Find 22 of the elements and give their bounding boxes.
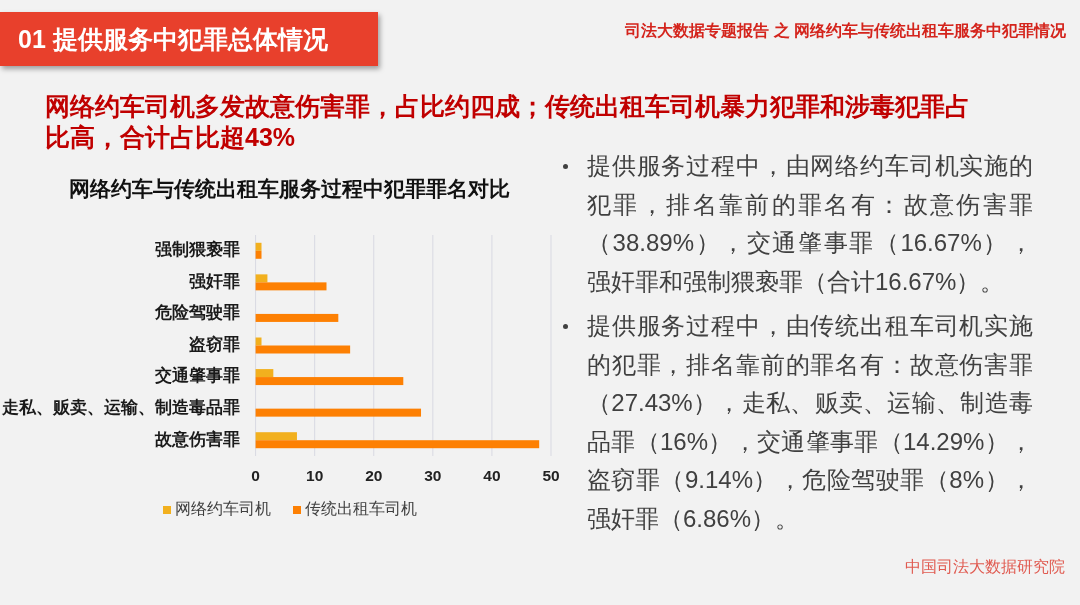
annotation: 网络约车司机多发故意伤害罪，占比约四成；传统出租车司机暴力犯罪和涉毒犯罪占比高，合计占比超43% [45,91,971,153]
chart-title: 网络约车与传统出租车服务过程中犯罪罪名对比 [68,177,510,201]
category-label: 盗窃罪 [189,334,240,353]
legend-label: 网络约车司机 [175,500,271,518]
x-tick-label: 30 [424,467,442,485]
category-label: 交通肇事罪 [155,366,240,385]
x-tick-label: 50 [542,467,560,485]
x-tick-label: 0 [251,467,260,485]
category-label: 强奸罪 [189,271,240,290]
legend-label: 传统出租车司机 [305,500,417,518]
category-label: 强制猥亵罪 [155,240,240,259]
x-tick-label: 10 [306,467,324,485]
annotation: 中国司法大数据研究院 [905,557,1065,577]
category-label: 故意伤害罪 [155,429,240,448]
x-tick-label: 20 [365,467,383,485]
category-label: 走私、贩卖、运输、制造毒品罪 [2,398,240,416]
annotation: 提供服务过程中，由传统出租车司机实施的犯罪，排名靠前的罪名有：故意伤害罪（27.43%），走私、贩卖、运输、制造毒品罪（16%），交通肇事罪（14.29%），盗窃罪（9.14%），危险驾驶罪（8%），强奸罪（6.86%）。 [587,311,1033,534]
annotation: 提供服务过程中，由网络约车司机实施的犯罪，排名靠前的罪名有：故意伤害罪（38.89%），交通肇事罪（16.67%），强奸罪和强制猥亵罪（合计16.67%）。 [587,151,1033,297]
annotation: 司法大数据专题报告 之 网络约车与传统出租车服务中犯罪情况 [625,21,1066,41]
annotation: 01 提供服务中犯罪总体情况 [0,12,378,66]
category-label: 危险驾驶罪 [155,303,240,322]
x-tick-label: 40 [483,467,501,485]
